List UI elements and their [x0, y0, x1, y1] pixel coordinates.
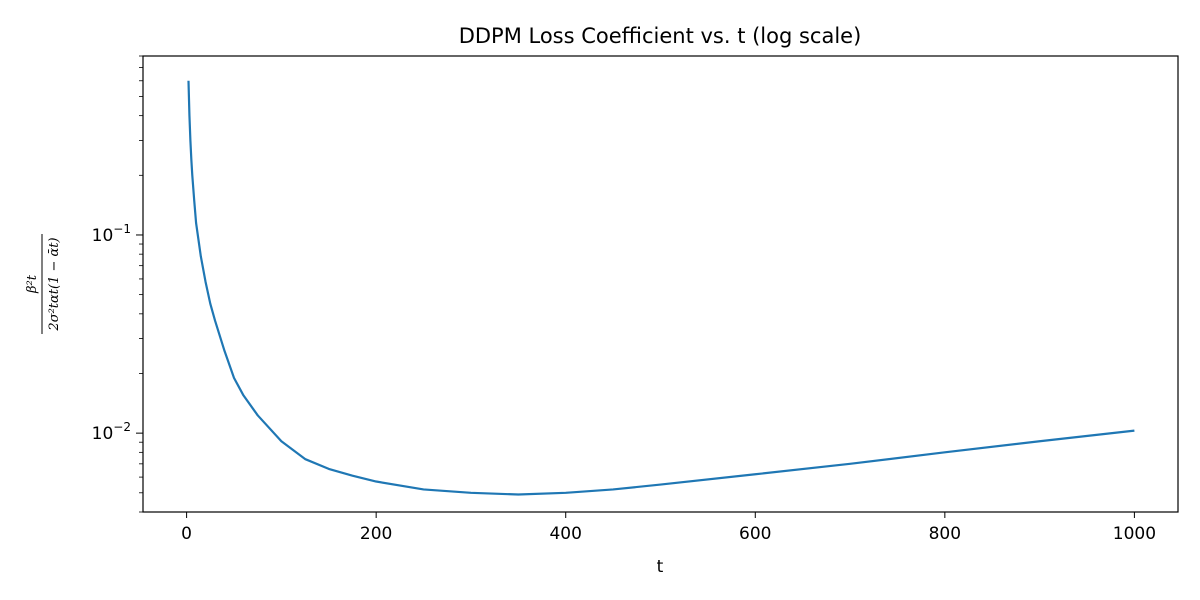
x-tick-label: 400 [549, 524, 581, 544]
y-axis-ticks: 10−2 10−1 [92, 222, 143, 444]
x-tick-label: 200 [360, 524, 392, 544]
x-tick-label: 1000 [1113, 524, 1156, 544]
x-tick-label: 0 [181, 524, 192, 544]
y-tick-label: 10−2 [92, 420, 131, 444]
x-axis-ticks: 0 200 400 600 800 1000 [181, 512, 1156, 544]
y-axis-label: β²t 2σ²tαt(1 − ᾱt) [25, 234, 62, 334]
y-axis-label-denominator: 2σ²tαt(1 − ᾱt) [47, 237, 62, 331]
y-axis-minor-ticks [139, 55, 143, 513]
x-axis-label: t [657, 557, 664, 577]
x-tick-label: 800 [929, 524, 961, 544]
chart-title: DDPM Loss Coefficient vs. t (log scale) [459, 24, 862, 48]
plot-area-frame [142, 55, 1179, 513]
y-tick-label: 10−1 [92, 222, 131, 246]
y-axis-label-numerator: β²t [25, 274, 40, 294]
series-line [187, 80, 1135, 496]
x-tick-label: 600 [739, 524, 771, 544]
